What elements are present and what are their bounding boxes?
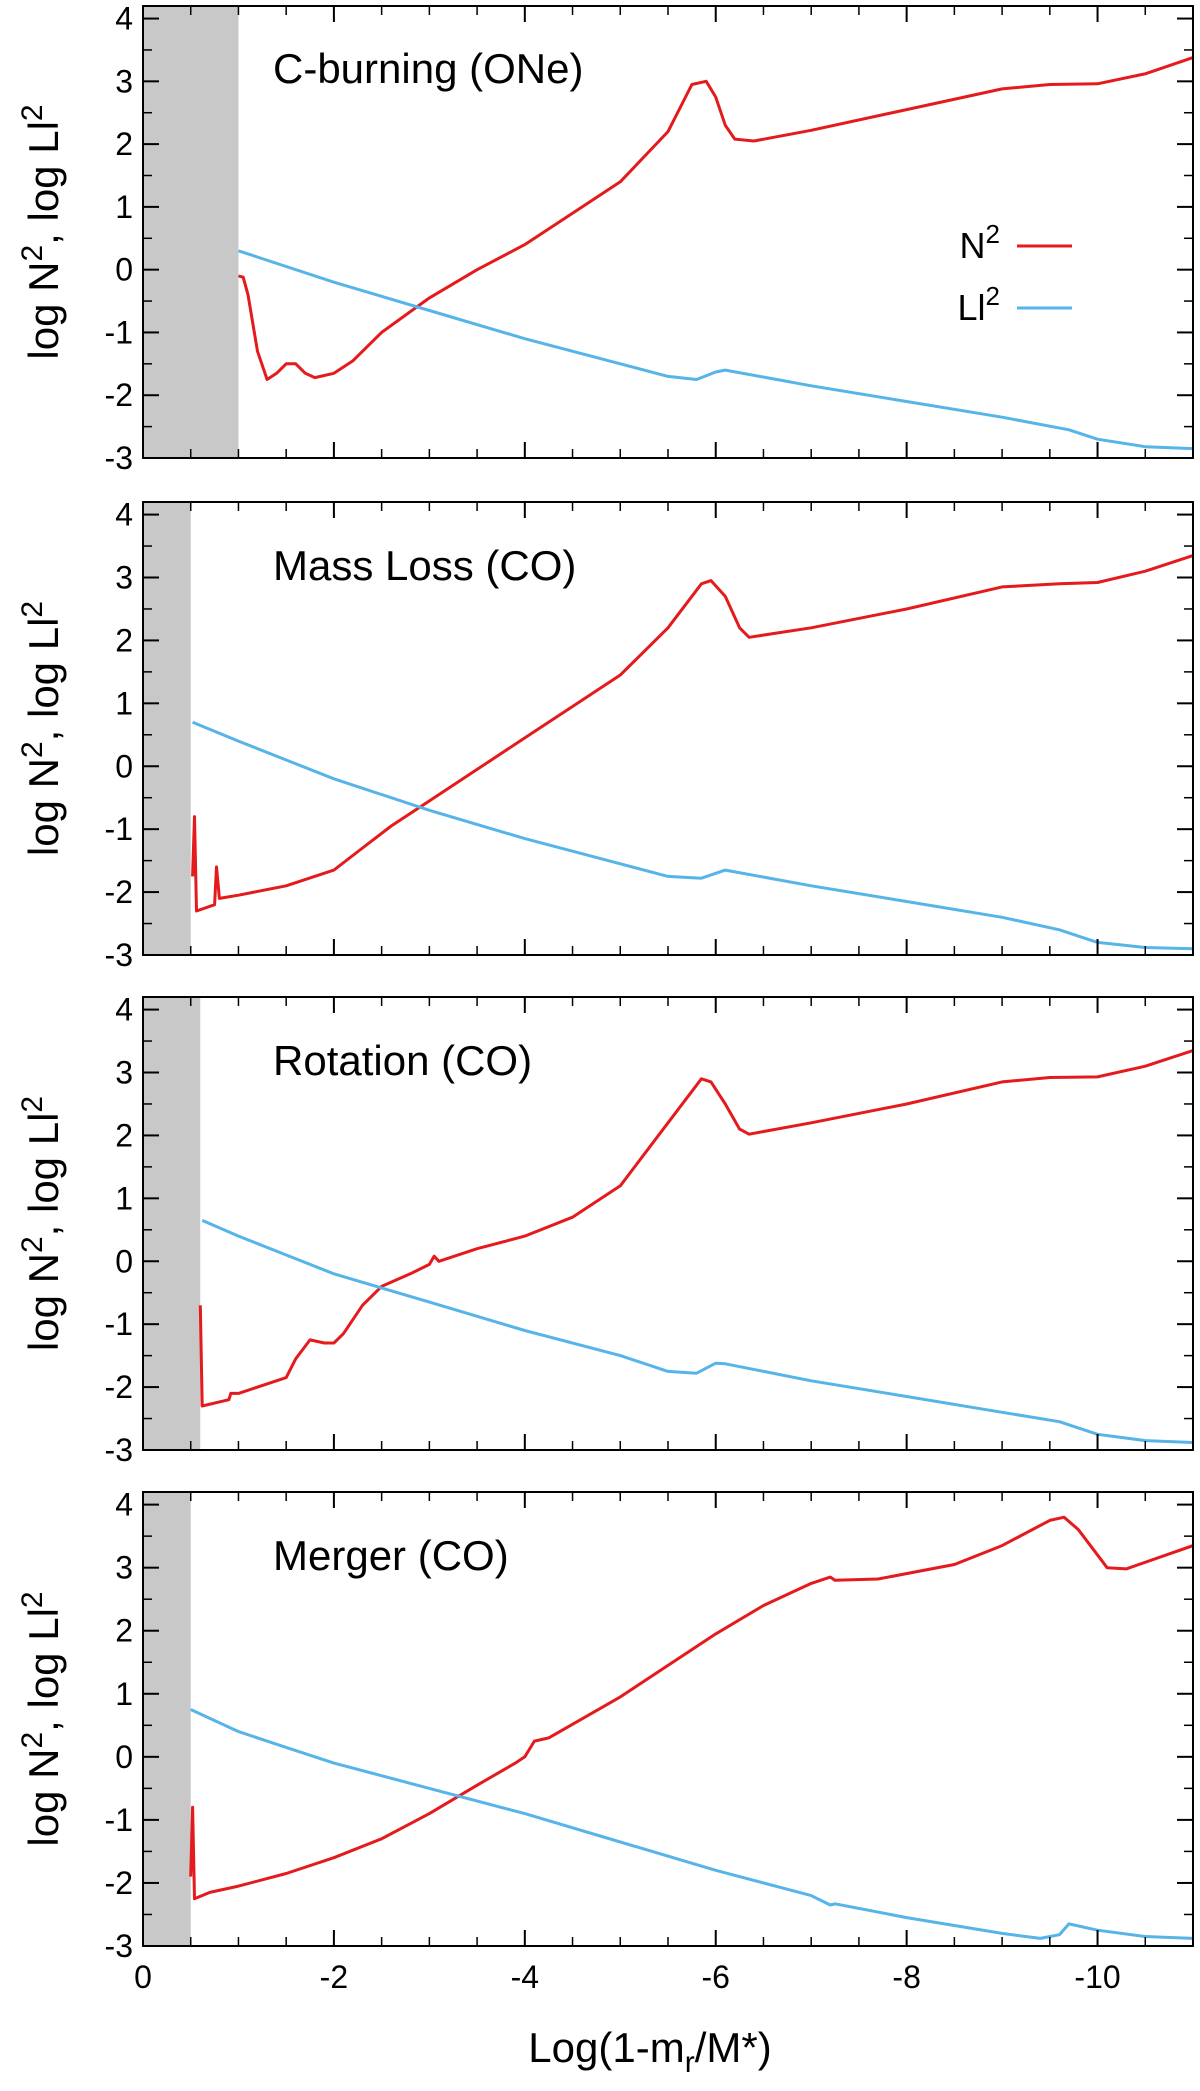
- y-tick-label: -1: [105, 314, 133, 350]
- y-tick-label: 2: [115, 622, 133, 658]
- y-tick-label: -2: [105, 874, 133, 910]
- y-tick-label: -3: [105, 1432, 133, 1468]
- legend-label: N2: [960, 219, 1000, 266]
- y-axis-label: log N2, log Ll2: [16, 601, 67, 856]
- shaded-core-region: [143, 502, 191, 955]
- panel-3: -3 -2 -1 0 1 2 3 4 Rotation (CO) log N2, log Ll2: [16, 992, 1194, 1468]
- svg-text:Log(1-mr/M*): Log(1-mr/M*): [528, 2024, 771, 2079]
- x-axis-label: Log(1-mr/M*): [528, 2024, 771, 2079]
- y-tick-label: -1: [105, 811, 133, 847]
- series-line-l2: [192, 720, 1193, 951]
- y-tick-label: 4: [115, 992, 133, 1028]
- series-line-n2: [238, 56, 1193, 381]
- y-tick-label: 3: [115, 1550, 133, 1586]
- y-tick-label: 0: [115, 252, 133, 288]
- series-line-n2: [191, 554, 1193, 913]
- panel-2: -3 -2 -1 0 1 2 3 4 Mass Loss (CO) log N2, log Ll2: [16, 497, 1194, 973]
- series-line-l2: [190, 1708, 1193, 1940]
- y-tick-label: -2: [105, 1369, 133, 1405]
- y-tick-label: 4: [115, 497, 133, 533]
- y-tick-label: -1: [105, 1802, 133, 1838]
- x-tick-label: -2: [320, 1959, 348, 1995]
- y-tick-label: 0: [115, 1243, 133, 1279]
- y-tick-label: -2: [105, 1865, 133, 1901]
- y-tick-label: 1: [115, 1676, 133, 1712]
- y-tick-label: -2: [105, 377, 133, 413]
- panel-title: Rotation (CO): [273, 1037, 532, 1084]
- y-tick-label: 4: [115, 1487, 133, 1523]
- shaded-core-region: [143, 997, 201, 1450]
- y-tick-label: 1: [115, 189, 133, 225]
- legend-label: Ll2: [958, 281, 1001, 328]
- y-tick-label: 0: [115, 1739, 133, 1775]
- shaded-core-region: [143, 6, 239, 458]
- x-tick-label: -10: [1074, 1959, 1120, 1995]
- y-tick-label: -1: [105, 1306, 133, 1342]
- y-tick-label: 2: [115, 126, 133, 162]
- y-tick-label: 0: [115, 748, 133, 784]
- x-tick-label: 0: [134, 1959, 152, 1995]
- y-tick-label: 1: [115, 1180, 133, 1216]
- shaded-core-region: [143, 1492, 191, 1946]
- y-axis-label: log N2, log Ll2: [16, 104, 67, 359]
- series-line-l2: [201, 1219, 1193, 1444]
- y-tick-label: 1: [115, 685, 133, 721]
- y-tick-label: -3: [105, 1928, 133, 1964]
- y-tick-label: -3: [105, 937, 133, 973]
- panel-1: -3 -2 -1 0 1 2 3 4 C-burning (ONe) log N2, log Ll…: [16, 1, 1194, 476]
- y-tick-label: 4: [115, 1, 133, 37]
- series-line-n2: [189, 1515, 1193, 1901]
- y-tick-label: 3: [115, 560, 133, 596]
- y-tick-label: 2: [115, 1613, 133, 1649]
- panel-title: Mass Loss (CO): [273, 542, 576, 589]
- y-tick-label: 2: [115, 1117, 133, 1153]
- x-tick-label: -8: [892, 1959, 920, 1995]
- y-tick-label: -3: [105, 440, 133, 476]
- y-tick-label: 3: [115, 1055, 133, 1091]
- series-line-n2: [198, 1049, 1193, 1408]
- panel-title: Merger (CO): [273, 1532, 509, 1579]
- y-axis-label: log N2, log Ll2: [16, 1096, 67, 1351]
- panel-title: C-burning (ONe): [273, 45, 583, 92]
- series-line-l2: [238, 249, 1193, 451]
- x-tick-label: -4: [511, 1959, 539, 1995]
- x-tick-label: -6: [702, 1959, 730, 1995]
- y-axis-label: log N2, log Ll2: [16, 1591, 67, 1846]
- y-tick-label: 3: [115, 63, 133, 99]
